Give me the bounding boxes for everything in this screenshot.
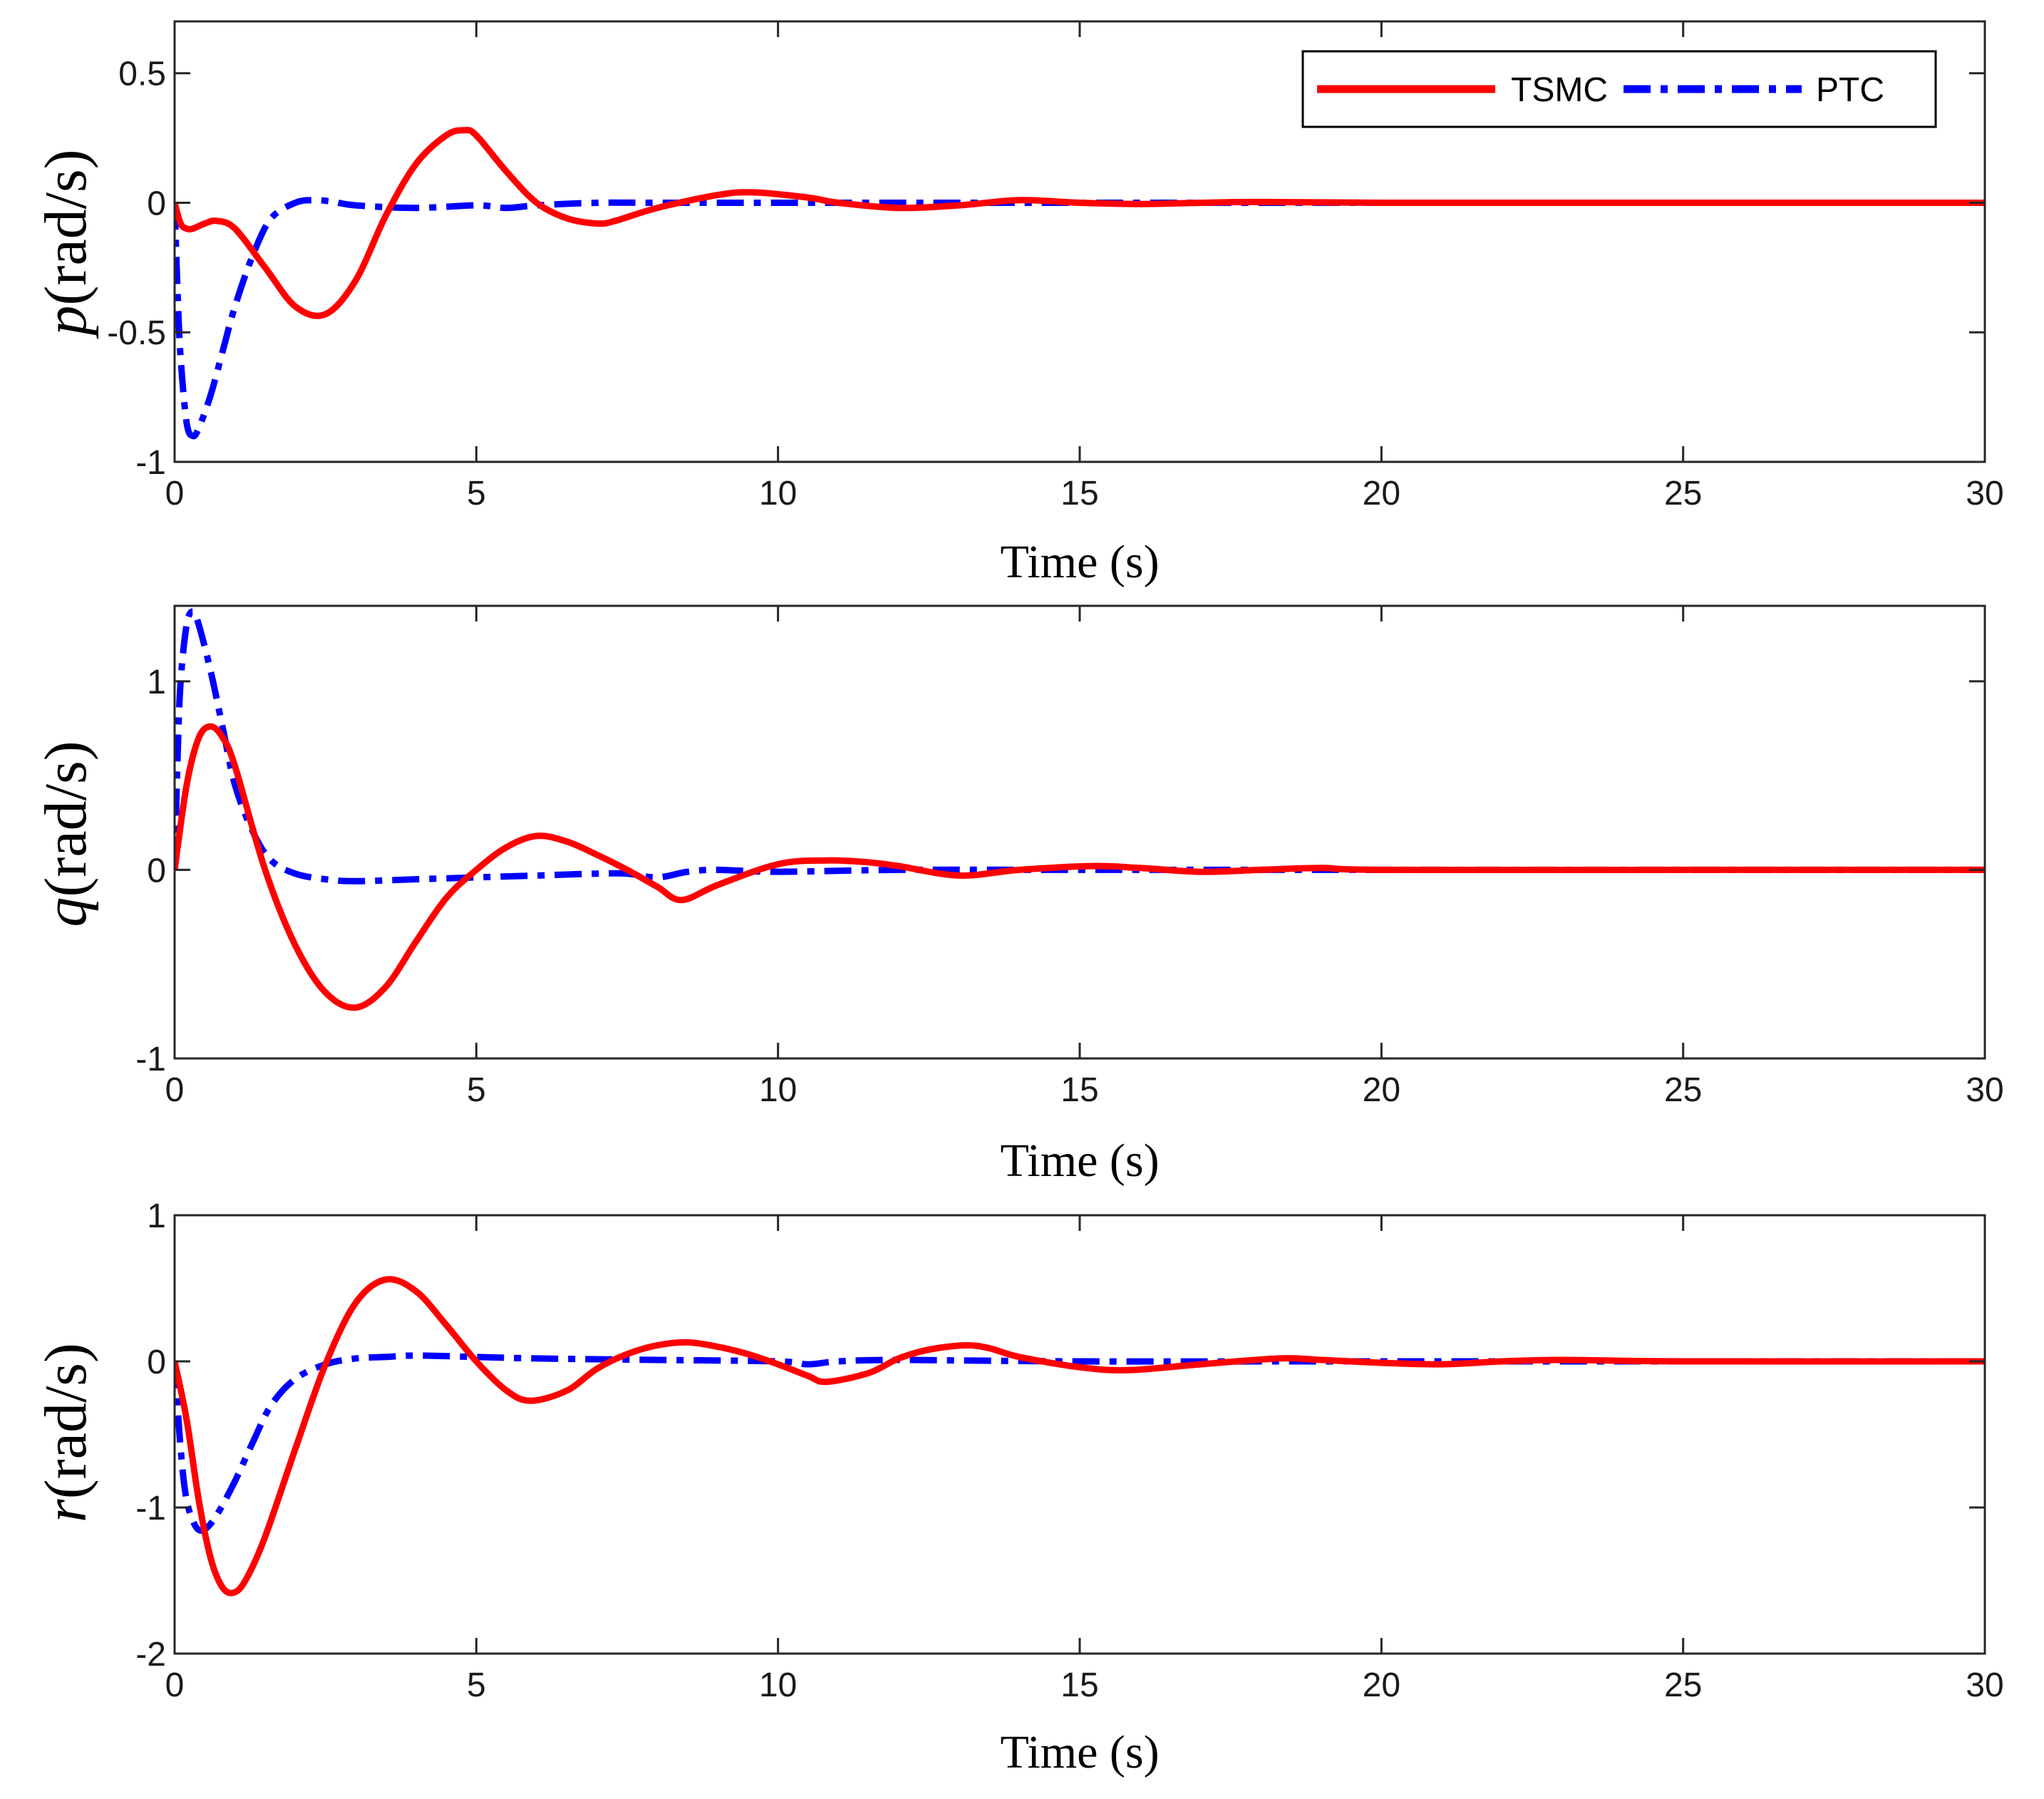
legend: TSMC PTC	[1301, 50, 1937, 128]
y-tick-label-r-0: -2	[135, 1636, 166, 1674]
plot-area-r	[175, 1276, 1985, 1597]
y-tick-label-q-1: 0	[147, 852, 166, 890]
y-tick-label-r-1: -1	[135, 1490, 166, 1527]
y-axis-unit-q: (rad/s)	[33, 741, 99, 897]
series-line-p-tsmc	[175, 126, 1985, 319]
y-tick-label-p-2: 0	[147, 185, 166, 222]
x-axis-label-p: Time (s)	[1000, 536, 1159, 588]
x-tick-label-q-0: 0	[165, 1071, 185, 1109]
y-axis-label-p: p(rad/s)	[33, 149, 99, 339]
y-tick-label-q-2: 1	[147, 664, 166, 701]
y-tick-label-r-3: 1	[147, 1197, 166, 1235]
plot-area-q	[175, 608, 1985, 1011]
x-tick-label-p-3: 15	[1060, 475, 1098, 512]
y-axis-variable-q: q	[33, 897, 99, 927]
x-axis-label-q: Time (s)	[1000, 1135, 1159, 1187]
legend-label-ptc: PTC	[1816, 71, 1884, 109]
x-tick-label-q-2: 10	[759, 1071, 797, 1109]
x-tick-label-q-3: 15	[1060, 1071, 1098, 1109]
series-line-q-tsmc	[175, 723, 1985, 1011]
y-axis-unit-r: (rad/s)	[33, 1343, 99, 1499]
x-tick-label-r-3: 15	[1060, 1666, 1098, 1704]
x-tick-label-r-0: 0	[165, 1666, 185, 1704]
x-tick-label-p-1: 5	[467, 475, 486, 512]
x-tick-label-r-2: 10	[759, 1666, 797, 1704]
y-tick-label-q-0: -1	[135, 1041, 166, 1078]
ticks-r: 0 5 10 15 20 25 30 -2 -1 0 1	[135, 1197, 2003, 1704]
series-line-r-ptc	[175, 1352, 1985, 1534]
ticks-q: 0 5 10 15 20 25 30-101	[135, 606, 2004, 1109]
y-axis-variable-r: r	[33, 1499, 99, 1522]
x-tick-label-q-4: 20	[1363, 1071, 1400, 1109]
x-tick-label-p-0: 0	[165, 475, 185, 512]
x-tick-label-r-6: 30	[1966, 1666, 2003, 1704]
chart-panel-q: 0 5 10 15 20 25 30-101 Time (s) q(rad/s)	[33, 604, 2004, 1187]
series-line-r-tsmc	[175, 1276, 1985, 1597]
x-tick-label-p-4: 20	[1363, 475, 1400, 512]
y-axis-label-q: q(rad/s)	[33, 741, 99, 927]
y-tick-label-p-3: 0.5	[118, 56, 166, 93]
x-tick-label-r-1: 5	[467, 1666, 486, 1704]
chart-panel-r: 0 5 10 15 20 25 30 -2 -1 0 1 Time (s) r(rad/s)	[33, 1197, 2004, 1778]
plot-area-p	[175, 126, 1985, 440]
x-tick-label-r-5: 25	[1664, 1666, 1702, 1704]
y-axis-unit-p: (rad/s)	[33, 149, 99, 305]
x-tick-label-p-6: 30	[1966, 475, 2003, 512]
x-axis-label-r: Time (s)	[1000, 1726, 1159, 1778]
x-tick-label-q-6: 30	[1966, 1071, 2003, 1109]
y-tick-label-p-0: -1	[135, 444, 166, 482]
y-axis-label-r: r(rad/s)	[33, 1343, 99, 1522]
x-tick-label-p-2: 10	[759, 475, 797, 512]
y-tick-label-p-1: -0.5	[107, 314, 166, 352]
chart-panel-p: 0 5 10 15 20 25 30 -1 -0.5 0 0.5 Time (s) p(rad/s)…	[33, 20, 2004, 588]
x-tick-label-r-4: 20	[1363, 1666, 1400, 1704]
x-tick-label-p-5: 25	[1664, 475, 1702, 512]
y-tick-label-r-2: 0	[147, 1344, 166, 1381]
y-axis-variable-p: p	[33, 306, 99, 339]
x-tick-label-q-1: 5	[467, 1071, 486, 1109]
legend-label-tsmc: TSMC	[1511, 71, 1608, 109]
ticks-p: 0 5 10 15 20 25 30 -1 -0.5 0 0.5	[107, 21, 2004, 512]
x-tick-label-q-5: 25	[1664, 1071, 1702, 1109]
